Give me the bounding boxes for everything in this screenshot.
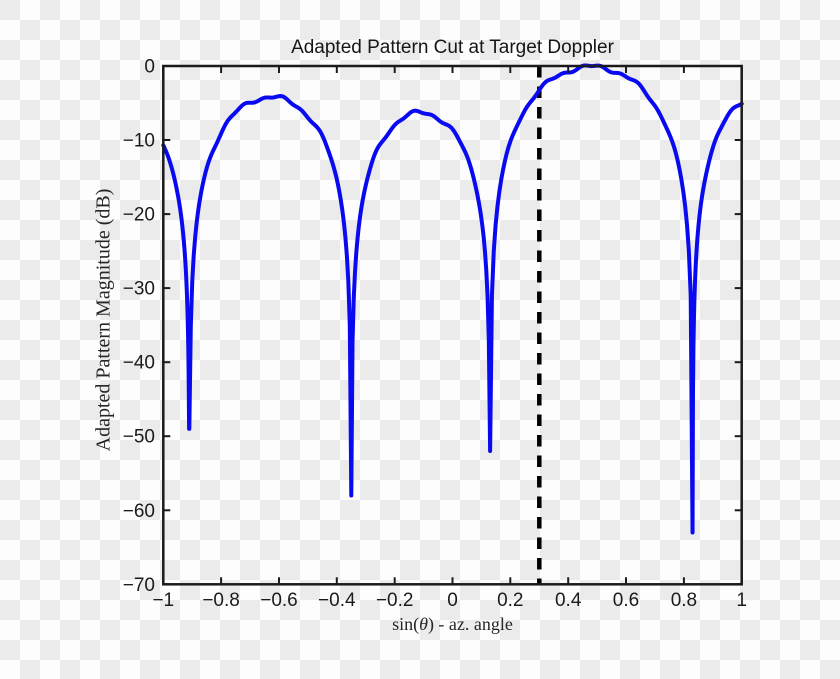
x-tick-label: 0 [447,590,458,611]
y-tick-label: −70 [123,575,155,596]
y-tick-label: −10 [123,131,155,152]
adapted-pattern-curve [161,63,744,535]
y-tick-label: 0 [144,57,155,78]
x-tick-label: 1 [736,590,747,611]
x-tick-label: 0.6 [613,590,639,611]
y-tick-label: −60 [123,501,155,522]
x-axis-label-post: ) - az. angle [427,614,513,634]
chart-title: Adapted Pattern Cut at Target Doppler [291,37,614,58]
x-tick-label: 0.8 [671,590,697,611]
x-tick-label: −0.4 [318,590,356,611]
x-tick-label: −0.2 [376,590,414,611]
x-tick-label: −0.8 [202,590,240,611]
x-tick-label: −1 [152,590,174,611]
y-tick-label: −50 [123,427,155,448]
x-tick-label: 0.4 [555,590,582,611]
x-tick-label: 0.2 [497,590,523,611]
x-tick-label: −0.6 [260,590,298,611]
theta-symbol: θ [419,614,428,634]
y-tick-label: −30 [123,279,155,300]
x-axis-label: sin(θ) - az. angle [163,613,742,635]
x-axis-label-pre: sin( [392,614,420,634]
y-tick-label: −40 [123,353,155,374]
axes-box [162,64,743,586]
y-axis-label-text: Adapted Pattern Magnitude (dB) [92,188,115,452]
y-tick-label: −20 [123,205,155,226]
